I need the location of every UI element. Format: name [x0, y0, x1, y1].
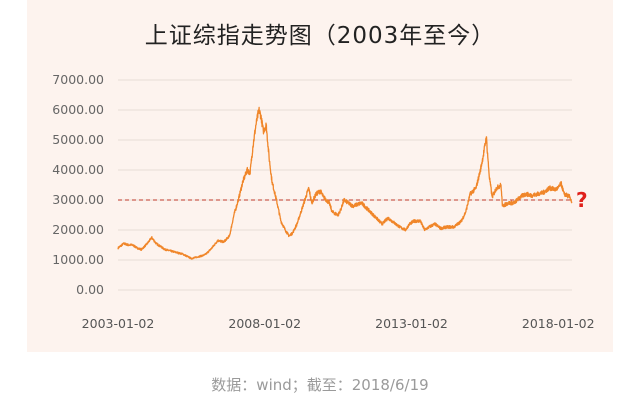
y-tick-label-1: 1000.00	[52, 252, 104, 267]
chart-title: 上证综指走势图（2003年至今）	[144, 23, 496, 49]
series-line	[117, 106, 573, 260]
y-tick-label-4: 4000.00	[52, 162, 104, 177]
y-tick-label-0: 0.00	[76, 282, 104, 297]
series-group	[117, 106, 573, 260]
source-note: 数据：wind；截至：2018/6/19	[211, 376, 429, 394]
y-tick-label-6: 6000.00	[52, 102, 104, 117]
chart-card	[27, 0, 613, 352]
y-tick-label-3: 3000.00	[52, 192, 104, 207]
x-tick-label-1: 2008-01-02	[228, 316, 301, 331]
y-tick-label-2: 2000.00	[52, 222, 104, 237]
y-tick-label-7: 7000.00	[52, 72, 104, 87]
gridlines	[118, 79, 572, 291]
x-tick-label-0: 2003-01-02	[82, 316, 155, 331]
y-tick-label-5: 5000.00	[52, 132, 104, 147]
x-axis-ticks: 2003-01-02 2008-01-02 2013-01-02 2018-01-02	[82, 316, 595, 331]
x-tick-label-2: 2013-01-02	[375, 316, 448, 331]
y-axis-ticks: 0.00 1000.00 2000.00 3000.00 4000.00 5000.00 6…	[52, 72, 104, 297]
line-chart: 0.00 1000.00 2000.00 3000.00 4000.00 5000.00 6…	[52, 72, 595, 331]
question-mark-annotation: ?	[576, 188, 588, 212]
x-tick-label-3: 2018-01-02	[522, 316, 595, 331]
